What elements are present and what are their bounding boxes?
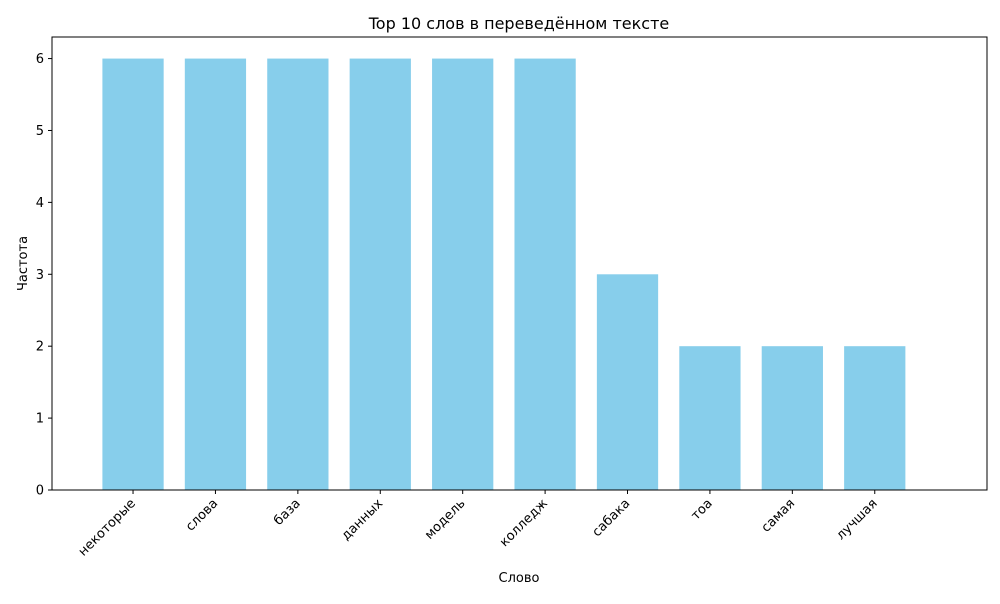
x-tick-label: слова bbox=[183, 496, 221, 534]
chart-title: Top 10 слов в переведённом тексте bbox=[368, 14, 670, 33]
y-axis-ticks: 0 1 2 3 4 5 6 bbox=[36, 52, 52, 499]
y-tick-label: 5 bbox=[36, 124, 44, 139]
x-tick-label: база bbox=[271, 496, 303, 528]
bar-2 bbox=[267, 58, 329, 490]
bar-9 bbox=[844, 346, 906, 490]
bar-3 bbox=[349, 58, 411, 490]
x-tick-label: колледж bbox=[497, 496, 551, 550]
bar-4 bbox=[432, 58, 494, 490]
bar-5 bbox=[514, 58, 576, 490]
y-tick-label: 1 bbox=[36, 412, 44, 427]
x-tick-label: тоа bbox=[689, 496, 716, 523]
bar-6 bbox=[596, 274, 659, 490]
x-tick-label: модель bbox=[422, 496, 468, 542]
bar-0 bbox=[102, 58, 164, 490]
y-tick-label: 3 bbox=[36, 268, 44, 283]
x-tick-label: лучшая bbox=[834, 496, 881, 543]
x-axis-ticks: некоторые слова база данных модель колледж саб… bbox=[76, 490, 881, 559]
x-tick-label: сабака bbox=[590, 496, 634, 540]
y-tick-label: 0 bbox=[36, 484, 44, 499]
y-tick-label: 4 bbox=[36, 196, 44, 211]
bar-7 bbox=[679, 346, 741, 490]
x-tick-label: самая bbox=[759, 496, 798, 535]
x-tick-label: данных bbox=[339, 496, 387, 544]
bar-8 bbox=[761, 346, 823, 490]
bar-1 bbox=[184, 58, 247, 490]
bars-group bbox=[102, 58, 906, 490]
y-tick-label: 6 bbox=[36, 52, 44, 67]
y-axis-label: Частота bbox=[16, 236, 31, 291]
plot-frame bbox=[51, 36, 988, 491]
x-tick-label: некоторые bbox=[76, 496, 139, 559]
y-tick-label: 2 bbox=[36, 340, 44, 355]
x-axis-label: Слово bbox=[499, 571, 540, 586]
